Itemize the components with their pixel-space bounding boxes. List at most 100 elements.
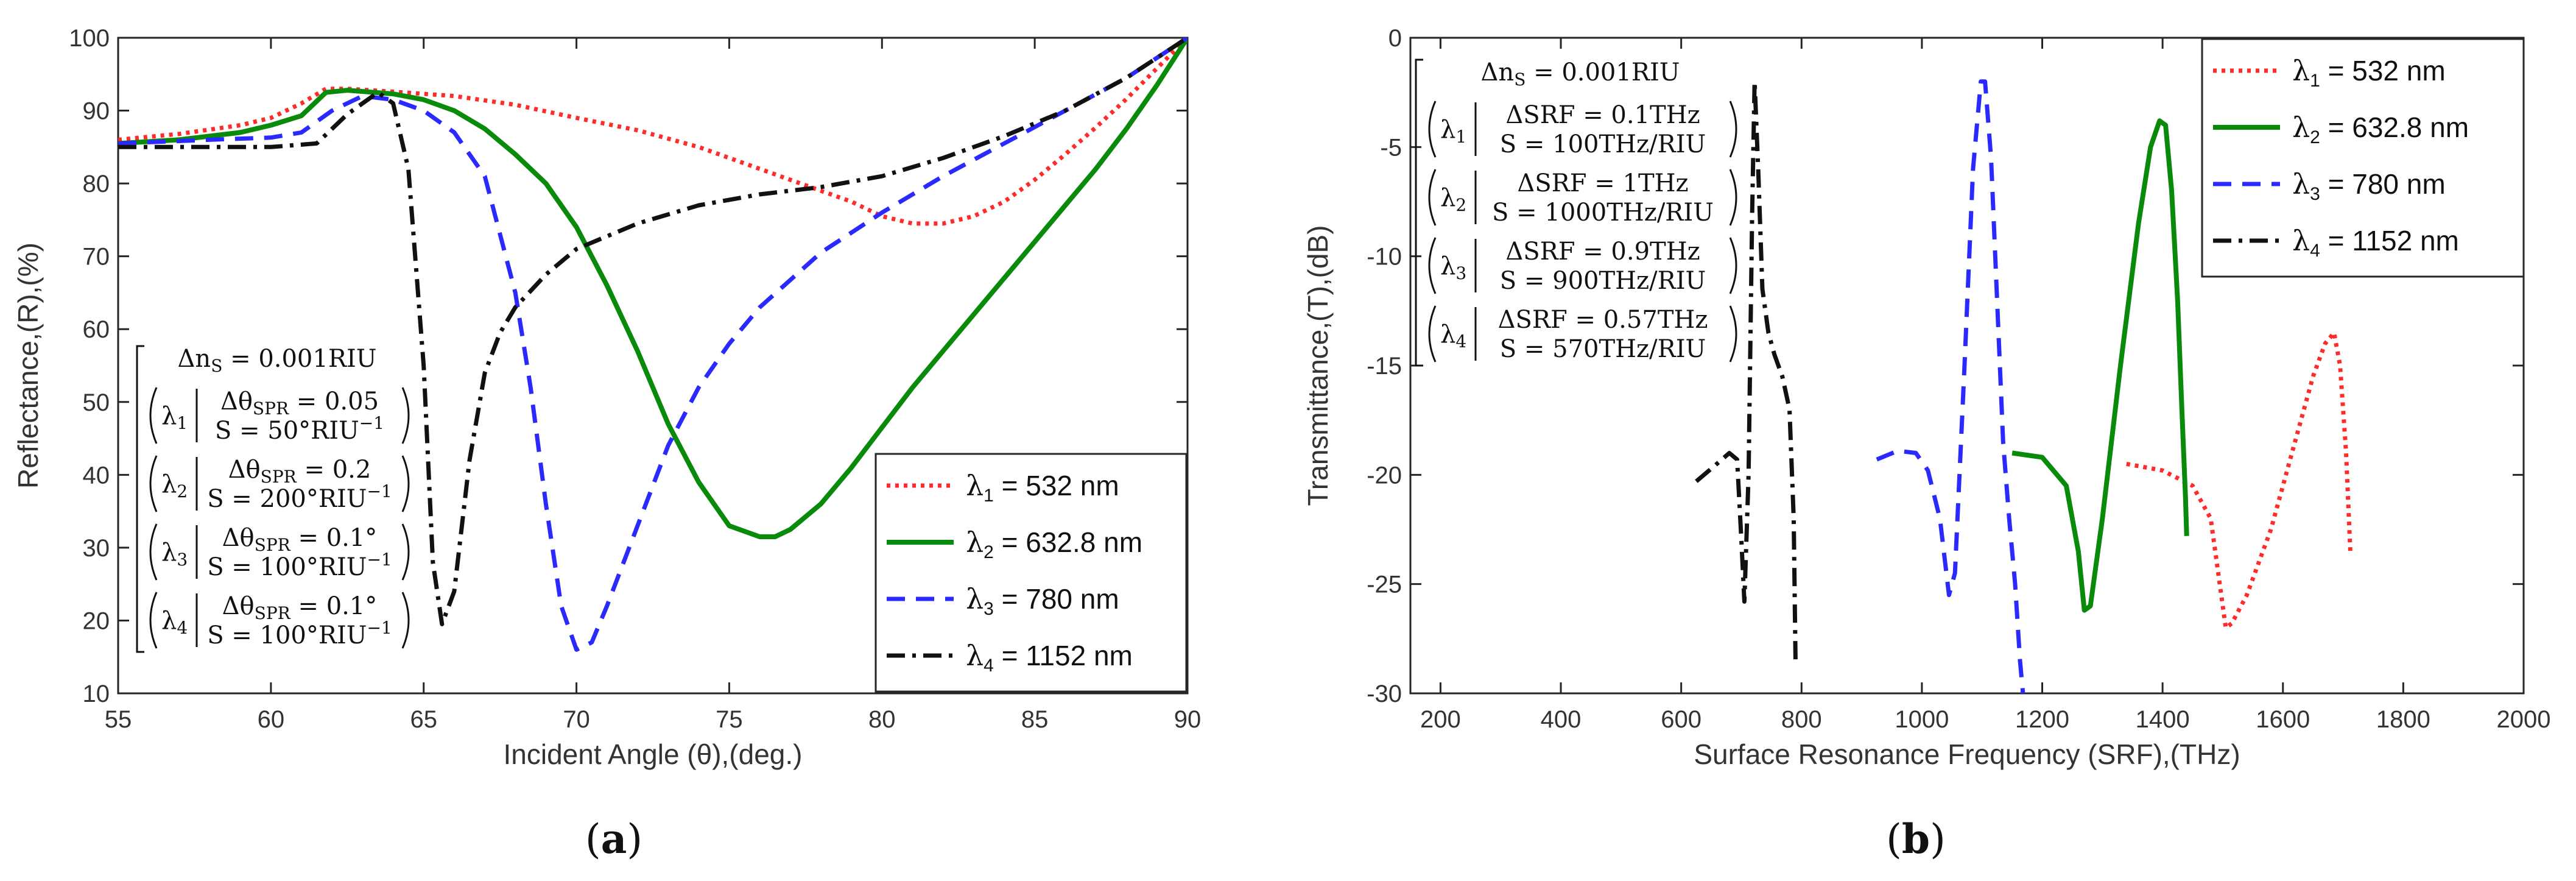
annotation-bracket bbox=[1415, 58, 1423, 367]
series-line-lambda2 bbox=[118, 38, 1188, 539]
x-tick-label: 800 bbox=[1781, 706, 1822, 733]
legend-lambda-symbol: λ bbox=[966, 582, 984, 615]
legend-label: λ3 = 780 nm bbox=[2292, 168, 2446, 204]
legend-box bbox=[2201, 38, 2525, 278]
annotation-line1-text: ΔSRF = 0.57THz bbox=[1498, 306, 1708, 334]
annotation-line2: S = 1000THz/RIU bbox=[1492, 199, 1714, 227]
x-tick-label: 70 bbox=[563, 706, 590, 733]
annotation-lambda-symbol: λ bbox=[161, 539, 177, 567]
series-line-lambda1 bbox=[2126, 330, 2353, 630]
annotation-lambda: λ3 bbox=[1440, 252, 1466, 283]
annotation-line2-text: S = 100°RIU bbox=[207, 553, 367, 581]
x-tick-text: 400 bbox=[1541, 706, 1582, 733]
legend-lambda-index: 3 bbox=[984, 599, 994, 619]
y-tick-text: 60 bbox=[83, 316, 110, 343]
legend-wavelength: = 780 nm bbox=[2320, 168, 2446, 200]
legend-label: λ3 = 780 nm bbox=[966, 582, 1119, 619]
y-tick-text: 100 bbox=[69, 25, 110, 52]
annotation-header-value: = 0.001RIU bbox=[1526, 58, 1680, 87]
y-tick-text: 80 bbox=[83, 171, 110, 197]
legend-lambda-symbol: λ bbox=[2292, 111, 2310, 144]
panel-label-letter: b bbox=[1902, 815, 1930, 863]
legend-wavelength: = 1152 nm bbox=[2320, 225, 2459, 257]
annotation-line1: ΔθSPR = 0.1° bbox=[222, 592, 378, 623]
legend-label: λ2 = 632.8 nm bbox=[966, 526, 1142, 562]
legend-lambda-index: 4 bbox=[2310, 241, 2320, 261]
annotation-line2-text: S = 50°RIU bbox=[215, 417, 359, 445]
legend-wavelength: = 632.8 nm bbox=[994, 526, 1142, 558]
annotation-line1: ΔθSPR = 0.1° bbox=[222, 524, 378, 555]
x-tick-text: 75 bbox=[716, 706, 743, 733]
annotation-lambda-symbol: λ bbox=[161, 470, 177, 498]
annotation-paren-left bbox=[1428, 305, 1437, 363]
annotation-line1-text: ΔSRF = 1THz bbox=[1517, 169, 1688, 197]
y-tick-text: -20 bbox=[1367, 462, 1402, 489]
annotation-header-symbol: Δn bbox=[178, 345, 211, 373]
y-tick-label: 40 bbox=[83, 462, 110, 489]
y-tick-label: 50 bbox=[83, 389, 110, 416]
annotation-header: ΔnS = 0.001RIU bbox=[1481, 58, 1680, 90]
legend-entry-lambda2: λ2 = 632.8 nm bbox=[887, 526, 1142, 562]
x-tick-text: 800 bbox=[1781, 706, 1822, 733]
annotation-paren-left bbox=[1428, 101, 1437, 158]
legend-lambda-index: 1 bbox=[984, 486, 994, 506]
y-tick-label: -10 bbox=[1367, 244, 1402, 271]
annotation-lambda: λ4 bbox=[161, 607, 188, 638]
annotation-paren-right bbox=[401, 523, 410, 581]
y-tick-text: -5 bbox=[1380, 134, 1402, 161]
annotation-line2-text: S = 570THz/RIU bbox=[1500, 335, 1706, 363]
annotation-paren-left bbox=[149, 455, 158, 512]
annotation-line2-text: S = 100THz/RIU bbox=[1500, 130, 1706, 158]
legend-lambda-index: 2 bbox=[984, 542, 994, 562]
annotation-lambda-index: 3 bbox=[177, 550, 188, 570]
annotation-line1: ΔSRF = 0.57THz bbox=[1498, 306, 1708, 334]
legend-entry-lambda3: λ3 = 780 nm bbox=[2213, 168, 2446, 204]
x-axis-label: Surface Resonance Frequency (SRF),(THz) bbox=[1694, 738, 2240, 770]
annotation-block: ΔnS = 0.001RIU λ 1 ΔθSPR = 0.05S = 50°RIU −1… bbox=[136, 345, 410, 653]
annotation-header: ΔnS = 0.001RIU bbox=[178, 345, 377, 376]
annotation-paren-right bbox=[1729, 101, 1737, 158]
annotation-lambda-index: 4 bbox=[1455, 331, 1466, 352]
annotation-bracket bbox=[136, 345, 144, 653]
annotation-lambda-index: 1 bbox=[1455, 127, 1466, 147]
legend-lambda-symbol: λ bbox=[2292, 224, 2310, 257]
legend-box bbox=[875, 453, 1188, 693]
y-tick-label: 20 bbox=[83, 607, 110, 634]
x-tick-text: 60 bbox=[258, 706, 285, 733]
legend-entry-lambda1: λ1 = 532 nm bbox=[887, 469, 1119, 506]
annotation-line1-sub: SPR bbox=[253, 398, 289, 419]
annotation-header-sub: S bbox=[1514, 69, 1526, 90]
legend-label: λ2 = 632.8 nm bbox=[2292, 111, 2469, 147]
annotation-line2-text: S = 200°RIU bbox=[207, 485, 367, 513]
annotation-lambda-index: 1 bbox=[177, 413, 188, 433]
annotation-lambda-symbol: λ bbox=[1440, 320, 1455, 349]
x-tick-text: 2000 bbox=[2497, 706, 2551, 733]
annotation-paren-right bbox=[401, 387, 410, 444]
annotation-row-lambda2: λ2 ΔθSPR = 0.2S = 200°RIU−1 bbox=[149, 455, 410, 513]
x-tick-text: 1800 bbox=[2376, 706, 2430, 733]
y-tick-label: -15 bbox=[1367, 353, 1402, 380]
x-tick-label: 2000 bbox=[2497, 706, 2551, 733]
annotation-header-sub: S bbox=[211, 356, 222, 376]
annotation-paren-left bbox=[1428, 169, 1437, 226]
x-tick-text: 90 bbox=[1174, 706, 1202, 733]
legend-lambda-symbol: λ bbox=[2292, 168, 2310, 200]
annotation-line1: ΔθSPR = 0.05 bbox=[220, 387, 379, 419]
x-tick-text: 600 bbox=[1661, 706, 1701, 733]
legend-wavelength: = 632.8 nm bbox=[2320, 111, 2469, 143]
chart-panel-b: 200 400 600 800 1000 1200 1400 1600 1800 2000 -30 -… bbox=[1302, 25, 2550, 863]
legend-wavelength: = 780 nm bbox=[994, 583, 1119, 615]
annotation-lambda-symbol: λ bbox=[161, 607, 177, 635]
legend-entry-lambda4: λ4 = 1152 nm bbox=[2213, 224, 2459, 261]
x-tick-label: 600 bbox=[1661, 706, 1701, 733]
legend-wavelength: = 532 nm bbox=[2320, 55, 2446, 87]
annotation-line1-symbol: Δθ bbox=[222, 592, 255, 620]
annotation-line2-sup: −1 bbox=[367, 481, 392, 501]
y-tick-label: -5 bbox=[1380, 134, 1402, 161]
series-line-lambda3 bbox=[1876, 79, 2025, 693]
legend-label: λ4 = 1152 nm bbox=[2292, 224, 2459, 261]
